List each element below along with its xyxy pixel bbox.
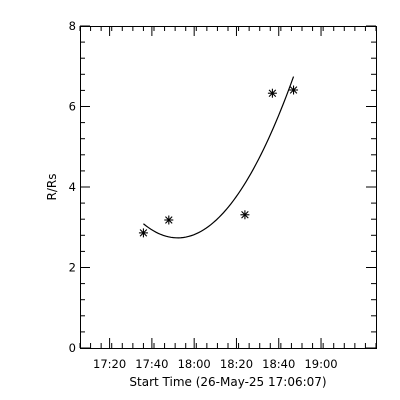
x-tick-label: 18:20 <box>220 357 253 371</box>
fit-curve <box>143 76 295 239</box>
y-tick-label: 6 <box>69 100 76 114</box>
data-point <box>138 228 148 238</box>
x-tick-label: 17:40 <box>135 357 168 371</box>
y-tick-label: 4 <box>69 180 76 194</box>
x-tick-label: 17:20 <box>93 357 126 371</box>
data-points <box>138 85 299 238</box>
x-tick-label: 18:40 <box>262 357 295 371</box>
y-tick-label: 0 <box>69 341 76 355</box>
data-point <box>289 85 299 95</box>
x-tick-label: 19:00 <box>304 357 337 371</box>
data-point <box>267 88 277 98</box>
axis-ticks: 17:20 17:40 18:00 18:20 18:40 19:00 0 2 4 6 8 <box>69 19 377 371</box>
y-tick-label: 2 <box>69 261 76 275</box>
y-tick-label: 8 <box>69 19 76 33</box>
y-axis-title: R/Rs <box>45 174 59 201</box>
fit-curve-group <box>143 76 295 239</box>
data-point <box>240 210 250 220</box>
x-tick-label: 18:00 <box>178 357 211 371</box>
x-axis-title: Start Time (26-May-25 17:06:07) <box>129 375 326 389</box>
data-point <box>164 215 174 225</box>
